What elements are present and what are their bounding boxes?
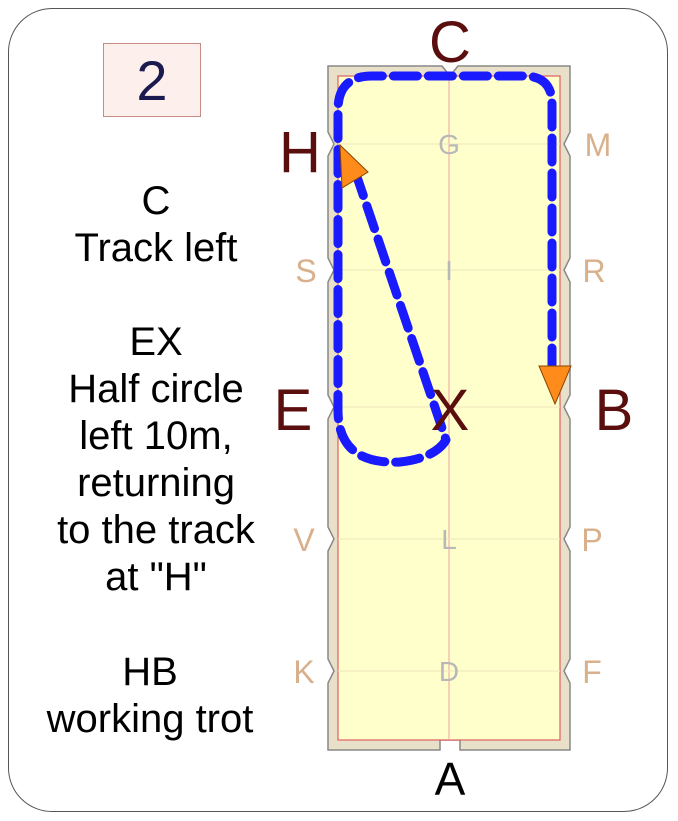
instruction-line: Track left xyxy=(74,226,238,270)
instruction-line: returning xyxy=(77,461,235,505)
letter-g: G xyxy=(438,129,460,160)
letter-c: C xyxy=(429,10,471,75)
direction-arrow-icon xyxy=(339,143,369,189)
instruction-working-trot: HB working trot xyxy=(0,649,300,743)
instruction-track-left: C Track left xyxy=(6,178,306,272)
instruction-line: left 10m, xyxy=(79,414,233,458)
letter-p: P xyxy=(581,522,602,558)
direction-arrow-icon xyxy=(538,365,572,406)
letter-e: E xyxy=(274,378,313,443)
instruction-line: to the track xyxy=(57,508,255,552)
instruction-line: Half circle xyxy=(68,367,244,411)
letter-v: V xyxy=(293,522,315,558)
letter-d: D xyxy=(439,656,459,687)
letter-l: L xyxy=(441,524,457,555)
instruction-line: C xyxy=(141,179,171,223)
instruction-line: EX xyxy=(129,320,183,364)
letter-b: B xyxy=(595,378,634,443)
letter-a: A xyxy=(435,753,466,805)
test-number-box: 2 xyxy=(103,43,201,117)
arena-grid-lines xyxy=(338,143,560,672)
letter-m: M xyxy=(585,127,612,163)
letter-r: R xyxy=(582,253,605,289)
instruction-line: working trot xyxy=(46,697,254,741)
letter-k: K xyxy=(293,654,314,690)
test-number: 2 xyxy=(136,48,168,112)
instruction-line: HB xyxy=(122,650,178,694)
letter-x: X xyxy=(431,378,470,443)
riding-path xyxy=(333,71,557,467)
instruction-half-circle: EX Half circle left 10m, returning to th… xyxy=(6,319,306,601)
letter-f: F xyxy=(582,654,602,690)
letter-h: H xyxy=(279,120,321,185)
letter-i: I xyxy=(445,255,453,286)
instruction-line: at "H" xyxy=(105,555,207,599)
letter-s: S xyxy=(295,253,316,289)
